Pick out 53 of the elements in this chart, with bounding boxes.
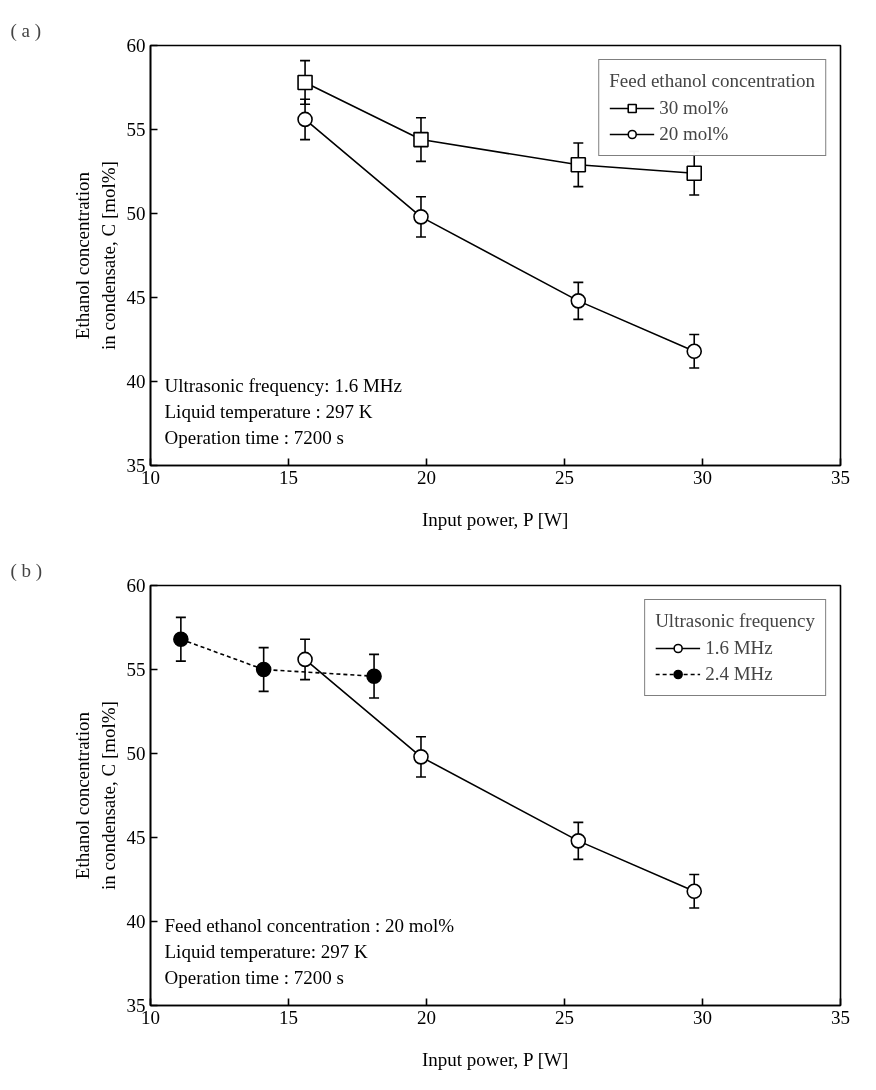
y-tick-label: 55 bbox=[126, 659, 146, 680]
y-axis-title: Ethanol concentration in condensate, C [mol%] bbox=[72, 701, 119, 890]
point bbox=[366, 668, 382, 685]
x-tick-label: 35 bbox=[831, 1006, 850, 1028]
y-tick-label: 40 bbox=[126, 911, 146, 932]
point bbox=[570, 293, 587, 309]
x-tick-label: 15 bbox=[279, 1006, 298, 1028]
annotation: Feed ethanol concentration : 20 mol% bbox=[164, 914, 455, 936]
legend-title: Feed ethanol concentration bbox=[609, 70, 815, 92]
legend-title: Ultrasonic frequency bbox=[655, 610, 815, 632]
point bbox=[570, 156, 587, 173]
point bbox=[297, 111, 313, 128]
annotation: Operation time : 7200 s bbox=[164, 966, 344, 988]
x-tick-label: 15 bbox=[279, 466, 298, 488]
point bbox=[413, 749, 429, 765]
y-axis-title: Ethanol concentration in condensate, C [mol%] bbox=[72, 161, 119, 350]
legend-label: 1.6 MHz bbox=[705, 637, 773, 659]
x-tick-label: 20 bbox=[417, 466, 436, 488]
x-axis-title: Input power, P [W] bbox=[422, 1048, 569, 1070]
x-tick-label: 35 bbox=[831, 466, 850, 488]
x-tick-label: 25 bbox=[555, 1006, 574, 1028]
annotation: Liquid temperature: 297 K bbox=[164, 940, 368, 962]
annotation: Ultrasonic frequency: 1.6 MHz bbox=[164, 374, 402, 396]
point bbox=[255, 661, 272, 678]
annotation: Operation time : 7200 s bbox=[164, 426, 344, 448]
y-tick-label: 50 bbox=[126, 743, 146, 764]
point bbox=[686, 883, 703, 900]
point bbox=[297, 74, 313, 91]
legend-label: 30 mol% bbox=[659, 97, 729, 119]
legend-label: 20 mol% bbox=[659, 123, 729, 145]
y-tick-label: 60 bbox=[126, 35, 146, 56]
point bbox=[413, 131, 429, 148]
point bbox=[297, 651, 313, 668]
y-tick-label: 40 bbox=[126, 371, 146, 392]
point bbox=[413, 209, 429, 225]
chart-title: ( b ) bbox=[10, 559, 43, 582]
x-axis-title: Input power, P [W] bbox=[422, 508, 569, 530]
y-tick-label: 50 bbox=[126, 203, 146, 224]
x-tick-label: 25 bbox=[555, 466, 574, 488]
point bbox=[686, 343, 703, 360]
point bbox=[686, 165, 703, 181]
point bbox=[570, 833, 587, 849]
x-tick-label: 30 bbox=[693, 1006, 712, 1028]
y-tick-label: 45 bbox=[126, 827, 146, 848]
y-tick-label: 60 bbox=[126, 575, 146, 596]
point bbox=[173, 631, 189, 648]
x-tick-label: 20 bbox=[417, 1006, 436, 1028]
x-tick-label: 30 bbox=[693, 466, 712, 488]
annotation: Liquid temperature : 297 K bbox=[164, 400, 373, 422]
y-tick-label: 55 bbox=[126, 119, 146, 140]
legend-label: 2.4 MHz bbox=[705, 663, 773, 685]
y-tick-label: 45 bbox=[126, 287, 146, 308]
chart-title: ( a ) bbox=[10, 19, 42, 42]
